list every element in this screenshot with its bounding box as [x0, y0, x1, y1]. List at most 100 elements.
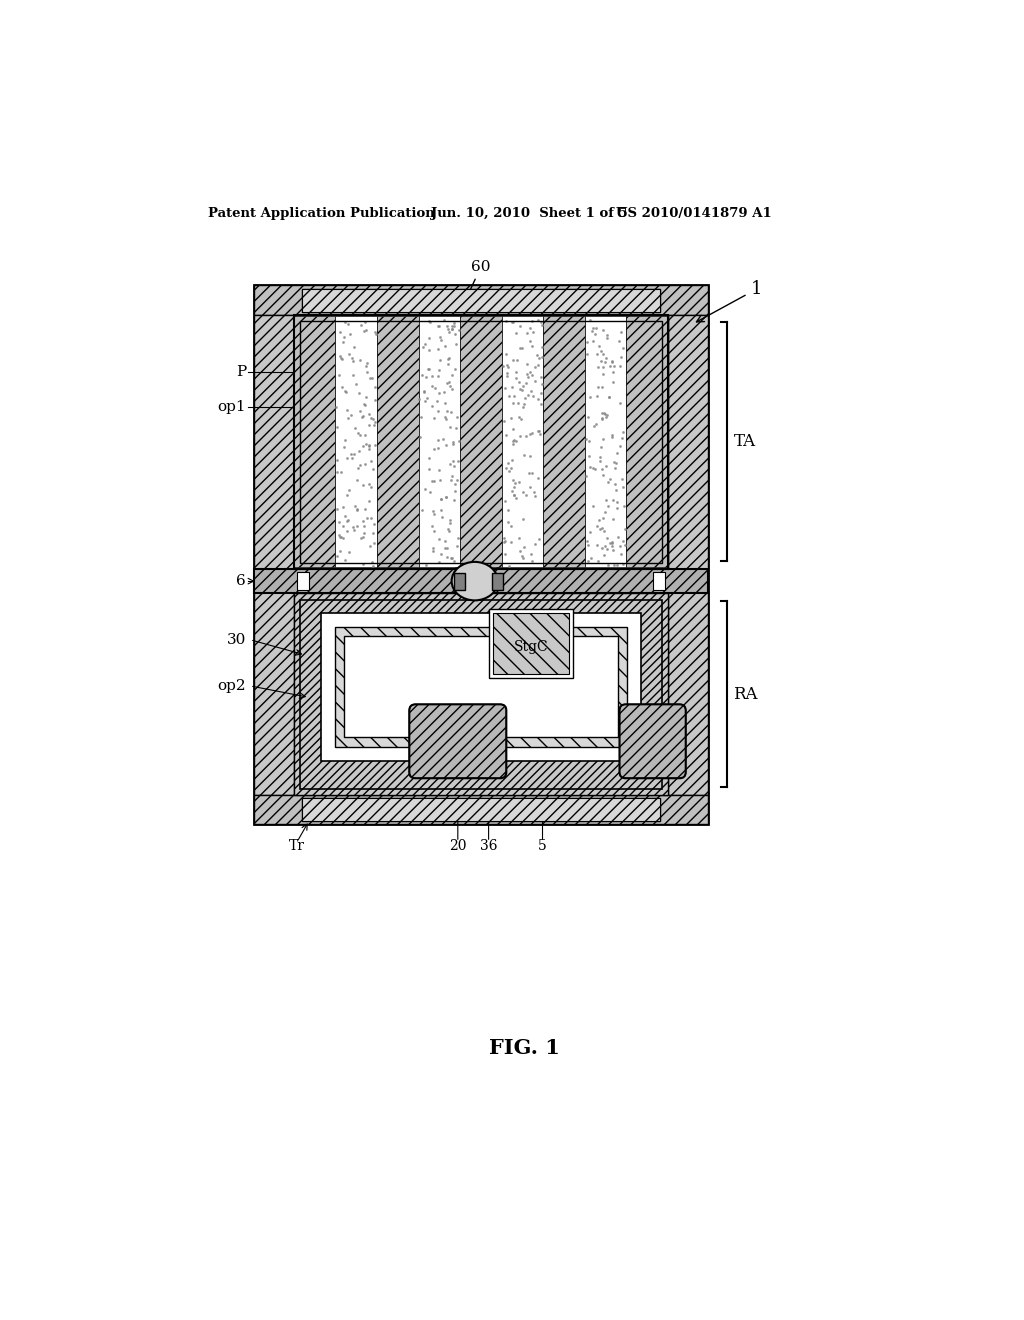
Point — [593, 341, 609, 362]
Point — [616, 519, 633, 540]
Point — [602, 533, 618, 554]
Point — [337, 381, 353, 403]
Point — [443, 548, 460, 569]
Point — [592, 446, 608, 467]
Point — [610, 331, 627, 352]
Point — [442, 470, 459, 491]
Point — [523, 550, 540, 572]
Point — [431, 383, 447, 404]
Point — [442, 417, 459, 438]
Point — [495, 355, 511, 376]
Text: Jun. 10, 2010  Sheet 1 of 5: Jun. 10, 2010 Sheet 1 of 5 — [431, 207, 628, 220]
Point — [355, 393, 372, 414]
Point — [582, 387, 598, 408]
Point — [599, 539, 615, 560]
Text: 58: 58 — [445, 545, 463, 558]
Point — [604, 425, 621, 446]
Point — [344, 348, 360, 370]
Point — [436, 407, 453, 428]
Point — [593, 403, 609, 424]
Point — [532, 367, 549, 388]
Point — [603, 426, 620, 447]
Point — [335, 496, 351, 517]
Bar — [321, 612, 641, 760]
Point — [498, 457, 514, 478]
Point — [590, 356, 606, 378]
Text: 5: 5 — [539, 840, 547, 853]
Point — [613, 346, 630, 367]
Point — [595, 428, 611, 449]
Point — [357, 453, 374, 474]
Point — [527, 356, 544, 378]
Point — [524, 310, 541, 331]
Point — [430, 366, 446, 387]
Point — [612, 544, 629, 565]
Point — [430, 430, 446, 451]
Point — [590, 376, 606, 397]
Point — [499, 363, 515, 384]
Point — [361, 474, 378, 495]
Point — [508, 362, 524, 383]
Point — [506, 484, 522, 506]
Point — [426, 520, 442, 541]
Point — [354, 436, 371, 457]
Point — [331, 512, 347, 533]
Point — [442, 401, 459, 422]
Point — [367, 434, 383, 455]
Point — [354, 511, 371, 532]
Point — [364, 552, 380, 573]
Point — [439, 546, 456, 568]
Point — [503, 408, 519, 429]
Point — [337, 380, 353, 401]
Point — [594, 409, 610, 430]
Point — [511, 315, 527, 337]
Point — [579, 428, 595, 449]
Bar — [627, 317, 668, 568]
Point — [595, 465, 611, 486]
Point — [425, 503, 441, 524]
Point — [597, 535, 613, 556]
Bar — [294, 317, 336, 568]
Point — [608, 453, 625, 474]
Point — [360, 414, 377, 436]
Point — [437, 486, 454, 507]
Point — [342, 323, 358, 345]
Point — [607, 457, 624, 478]
Point — [614, 477, 631, 498]
Point — [506, 484, 522, 506]
Point — [501, 385, 517, 407]
Point — [515, 548, 531, 569]
Point — [598, 528, 614, 549]
Point — [521, 477, 538, 498]
Point — [353, 314, 370, 335]
Text: 20: 20 — [450, 840, 467, 853]
Point — [359, 508, 376, 529]
Point — [524, 385, 541, 407]
Point — [524, 321, 541, 342]
Point — [365, 367, 381, 388]
Point — [449, 470, 465, 491]
Point — [358, 355, 375, 376]
Point — [426, 470, 442, 491]
Bar — [668, 314, 708, 795]
Point — [505, 433, 521, 454]
Point — [526, 482, 543, 503]
Bar — [301, 799, 660, 821]
Point — [616, 535, 633, 556]
Point — [503, 458, 519, 479]
Point — [589, 535, 605, 556]
Point — [415, 364, 431, 385]
Point — [589, 516, 605, 537]
Point — [365, 409, 381, 430]
Point — [361, 367, 378, 388]
Point — [498, 310, 514, 331]
Point — [440, 520, 457, 541]
Point — [337, 549, 353, 570]
Text: 36: 36 — [480, 840, 498, 853]
Point — [437, 434, 454, 455]
Point — [534, 347, 550, 368]
Point — [417, 391, 433, 412]
Point — [347, 374, 364, 395]
Point — [532, 312, 549, 333]
Point — [337, 506, 353, 527]
